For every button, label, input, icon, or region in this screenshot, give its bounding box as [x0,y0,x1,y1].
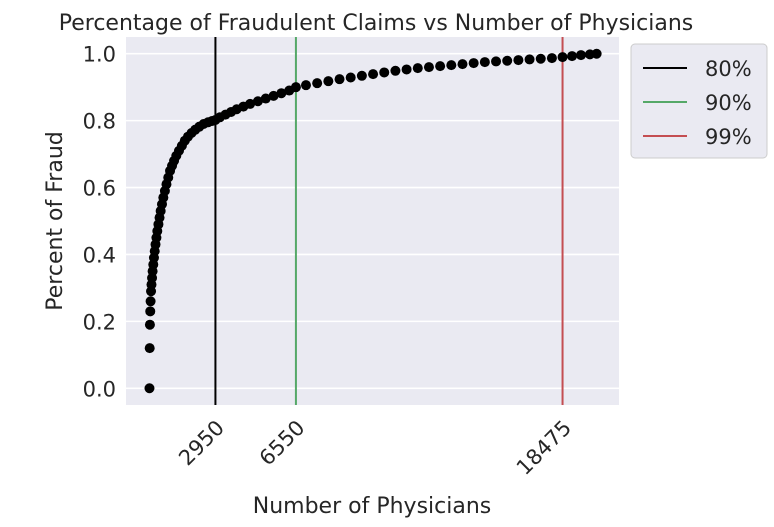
data-point [368,69,379,80]
data-point [356,70,367,81]
data-point [379,67,390,78]
y-tick-label: 1.0 [83,43,116,67]
data-point [144,343,155,354]
data-point [323,76,334,87]
data-point [435,61,446,72]
data-point [245,98,256,109]
data-point [145,306,156,317]
scatter-points [144,48,602,394]
y-tick-labels: 0.0 0.2 0.4 0.6 0.8 1.0 [83,43,116,402]
data-point [252,96,263,107]
y-tick-label: 0.6 [83,177,116,201]
legend-label: 90% [705,91,752,115]
data-point [276,88,287,99]
data-point [401,64,412,75]
chart-title: Percentage of Fraudulent Claims vs Numbe… [59,11,694,36]
legend-box [630,43,768,159]
data-point [290,82,301,93]
data-point [312,78,323,89]
data-point [412,63,423,74]
legend: 80% 90% 99% [630,43,768,159]
data-point [268,90,279,101]
y-tick-label: 0.2 [83,310,116,334]
data-point [457,59,468,70]
data-point [390,65,401,76]
data-point [260,93,271,104]
legend-label: 99% [705,125,752,149]
y-axis-label: Percent of Fraud [43,131,68,310]
data-point [300,80,311,91]
data-point [145,296,156,307]
data-point [502,55,513,66]
grid-lines [126,52,619,390]
legend-label: 80% [705,57,752,81]
x-axis-label: Number of Physicians [253,494,491,519]
data-point [575,50,586,61]
y-tick-label: 0.0 [83,377,116,401]
y-tick-label: 0.8 [83,110,116,134]
data-point [513,55,524,66]
data-point [345,72,356,83]
data-point [567,51,578,62]
data-point [524,54,535,65]
data-point [468,58,479,69]
plot-area [126,37,619,405]
data-point [535,53,546,64]
data-point [591,48,602,59]
data-point [546,53,557,64]
data-point [491,56,502,67]
data-point [144,383,155,394]
data-point [334,74,345,85]
data-point [557,52,568,63]
data-point [144,319,155,330]
data-point [423,62,434,73]
reference-lines [214,37,564,405]
y-tick-label: 0.4 [83,243,116,267]
data-point [479,57,490,68]
data-point [446,60,457,71]
